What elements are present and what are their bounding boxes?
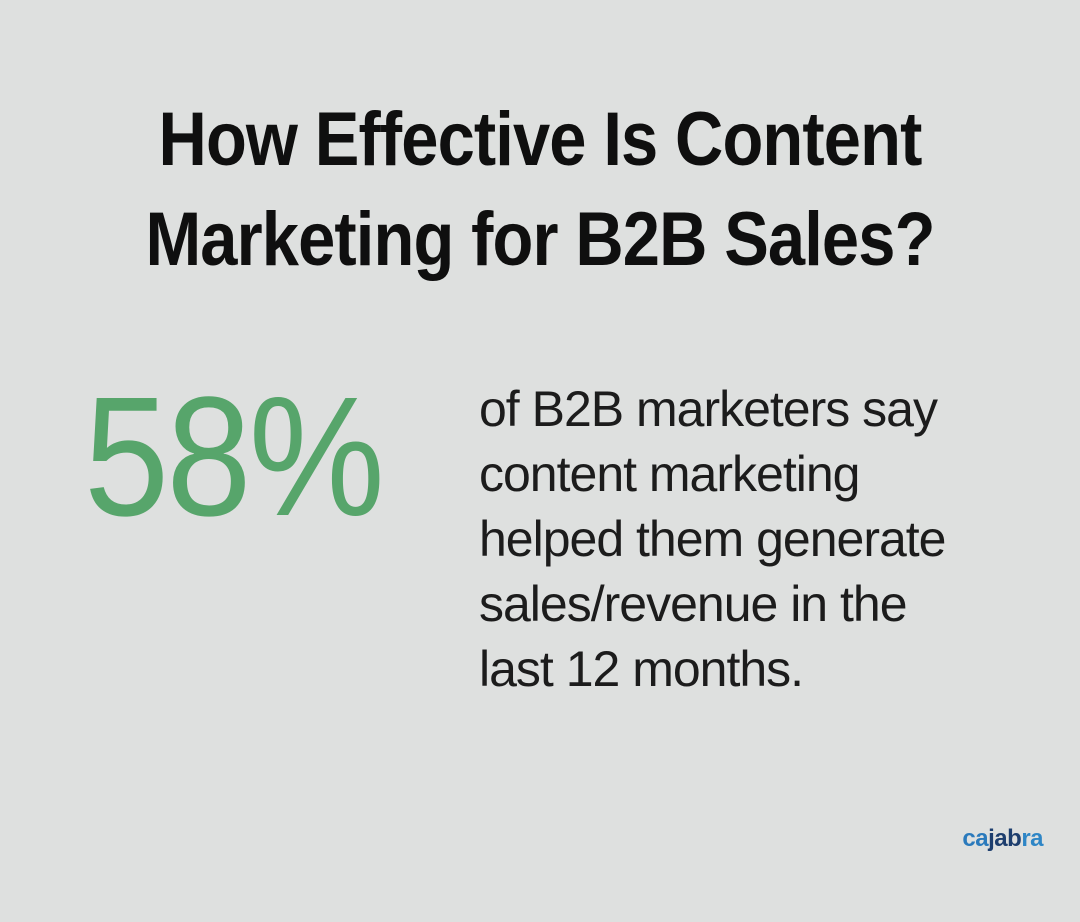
stat-description: of B2B marketers say content marketing h… <box>479 381 946 697</box>
page-title: How Effective Is Content Marketing for B… <box>145 97 935 282</box>
brand-logo-part-jab: jab <box>988 825 1022 852</box>
stat-value: 58% <box>84 362 385 552</box>
brand-logo: cajabra <box>962 826 1043 852</box>
brand-logo-part-ra: ra <box>1021 825 1043 852</box>
brand-logo-part-ca: ca <box>962 825 989 852</box>
